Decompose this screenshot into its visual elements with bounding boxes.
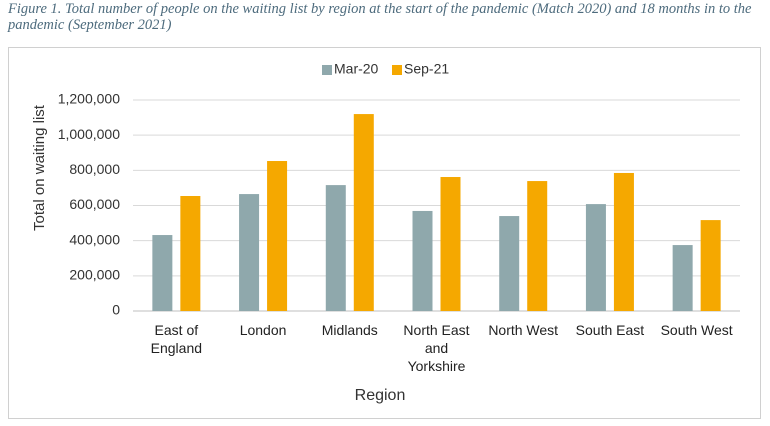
bar: [412, 210, 433, 311]
y-tick-label: 600,000: [69, 196, 120, 212]
legend-swatch: [322, 65, 332, 75]
bar: [440, 177, 461, 311]
bar: [672, 245, 693, 311]
x-tick-label: North East and Yorkshire: [403, 322, 470, 374]
x-tick-label: South East: [575, 322, 645, 338]
bar: [700, 220, 721, 311]
bar: [527, 181, 548, 311]
figure-caption: Figure 1. Total number of people on the …: [8, 1, 752, 33]
x-tick-label: East of England: [150, 322, 203, 356]
bar: [239, 194, 260, 311]
x-tick-label: South West: [660, 322, 733, 338]
chart-frame: [8, 47, 761, 419]
bar: [585, 204, 606, 311]
bar: [325, 185, 346, 311]
bar: [353, 114, 374, 311]
y-tick-label: 1,000,000: [58, 126, 120, 142]
y-axis-label: Total on waiting list: [31, 104, 48, 231]
bar: [180, 196, 201, 311]
y-tick-label: 0: [112, 302, 120, 318]
legend-label: Sep-21: [404, 61, 449, 77]
x-tick-label: Midlands: [321, 322, 378, 338]
y-tick-label: 400,000: [69, 231, 120, 247]
y-tick-label: 200,000: [69, 267, 120, 283]
y-tick-label: 800,000: [69, 161, 120, 177]
x-tick-label: North West: [488, 322, 559, 338]
y-tick-label: 1,200,000: [58, 91, 120, 107]
x-axis-label: Region: [355, 387, 406, 404]
bar: [152, 235, 173, 311]
bar: [613, 172, 634, 311]
bar: [499, 216, 520, 311]
legend-label: Mar-20: [334, 61, 379, 77]
legend-swatch: [392, 65, 402, 75]
x-tick-label: London: [239, 322, 287, 338]
bar: [267, 161, 288, 311]
